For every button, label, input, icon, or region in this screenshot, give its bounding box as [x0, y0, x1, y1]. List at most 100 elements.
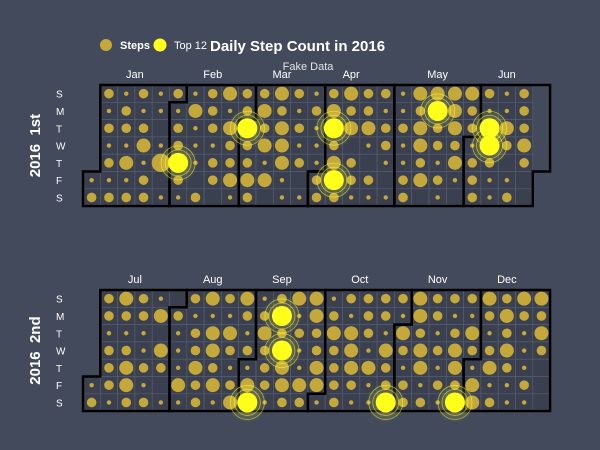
day-dot — [398, 175, 408, 185]
day-dot — [521, 348, 527, 353]
calendar-cell — [376, 171, 395, 190]
day-dot — [294, 397, 305, 408]
day-dot — [346, 293, 356, 304]
day-dot — [259, 380, 270, 390]
day-dot — [188, 360, 203, 375]
day-dot — [432, 175, 443, 185]
month-outline — [462, 288, 552, 413]
day-dot — [309, 378, 324, 393]
month-label: Feb — [203, 69, 222, 81]
day-dot — [400, 160, 406, 166]
day-dot — [138, 175, 149, 185]
day-dot — [521, 331, 527, 336]
day-dot — [447, 155, 462, 170]
day-dot — [279, 177, 285, 183]
top-day-dot — [375, 392, 396, 413]
day-dot — [175, 195, 181, 200]
day-dot — [242, 158, 253, 168]
day-dot — [400, 365, 406, 371]
day-dot — [504, 400, 510, 405]
weekday-label: T — [56, 159, 62, 170]
day-dot — [400, 91, 406, 96]
day-dot — [536, 311, 547, 321]
day-dot — [223, 173, 238, 188]
day-dot — [499, 308, 514, 323]
day-dot — [119, 378, 134, 393]
weekday-label: T — [56, 364, 62, 375]
day-dot — [121, 123, 132, 134]
day-dot — [242, 88, 253, 99]
day-dot — [366, 143, 371, 148]
month-label: Jul — [128, 274, 142, 286]
calendar-cell — [151, 324, 170, 343]
month-label: Jun — [498, 69, 516, 81]
day-dot — [361, 121, 376, 136]
day-dot — [348, 400, 354, 405]
day-dot — [484, 311, 495, 321]
day-dot — [344, 343, 359, 358]
calendar-cell — [532, 358, 551, 377]
day-dot — [210, 313, 215, 319]
top-day-dot — [323, 170, 344, 191]
chart-title: Daily Step Count in 2016 — [210, 38, 385, 55]
day-dot — [329, 380, 339, 390]
day-dot — [205, 291, 220, 306]
weekday-label: T — [56, 329, 62, 340]
day-dot — [311, 192, 322, 203]
day-dot — [432, 345, 443, 356]
day-dot — [225, 345, 235, 356]
day-dot — [415, 328, 426, 339]
day-dot — [363, 328, 374, 339]
day-dot — [138, 192, 149, 203]
day-dot — [502, 328, 512, 339]
top-day-dot — [444, 392, 465, 413]
day-dot — [106, 108, 112, 114]
day-dot — [175, 331, 181, 336]
day-dot — [104, 311, 114, 321]
day-dot — [138, 397, 149, 408]
day-dot — [119, 360, 134, 375]
day-dot — [517, 291, 532, 306]
day-dot — [138, 123, 149, 134]
day-dot — [175, 108, 181, 114]
weekday-label: F — [56, 381, 62, 392]
day-dot — [297, 195, 302, 200]
day-dot — [536, 345, 547, 356]
top-day-ring — [268, 337, 296, 364]
day-dot — [309, 291, 324, 306]
day-dot — [141, 382, 146, 388]
day-dot — [277, 397, 287, 408]
day-dot — [121, 397, 132, 408]
day-dot — [136, 138, 151, 153]
day-dot — [519, 106, 529, 116]
day-dot — [487, 177, 492, 183]
top-day-ring — [316, 110, 352, 146]
day-dot — [106, 143, 112, 148]
top-day-ring — [233, 389, 261, 416]
calendar-cell — [151, 119, 170, 138]
day-dot — [141, 331, 146, 336]
weekday-label: F — [56, 176, 62, 187]
day-dot — [504, 382, 510, 388]
day-dot — [383, 160, 388, 166]
day-dot — [398, 380, 408, 390]
day-dot — [467, 345, 478, 356]
day-dot — [223, 86, 238, 101]
weekday-label: M — [56, 107, 64, 118]
top-day-ring — [164, 149, 192, 177]
day-dot — [279, 195, 285, 200]
calendar-cell — [359, 153, 378, 172]
day-dot — [435, 365, 440, 371]
day-dot — [158, 108, 164, 114]
day-dot — [504, 177, 510, 183]
day-dot — [173, 311, 183, 321]
calendar-cell — [515, 171, 534, 190]
top-day-ring — [424, 97, 452, 125]
day-dot — [297, 143, 302, 148]
top-day-dot — [427, 100, 448, 121]
weekday-label: S — [56, 90, 63, 101]
day-dot — [104, 88, 114, 99]
day-dot — [484, 397, 495, 408]
